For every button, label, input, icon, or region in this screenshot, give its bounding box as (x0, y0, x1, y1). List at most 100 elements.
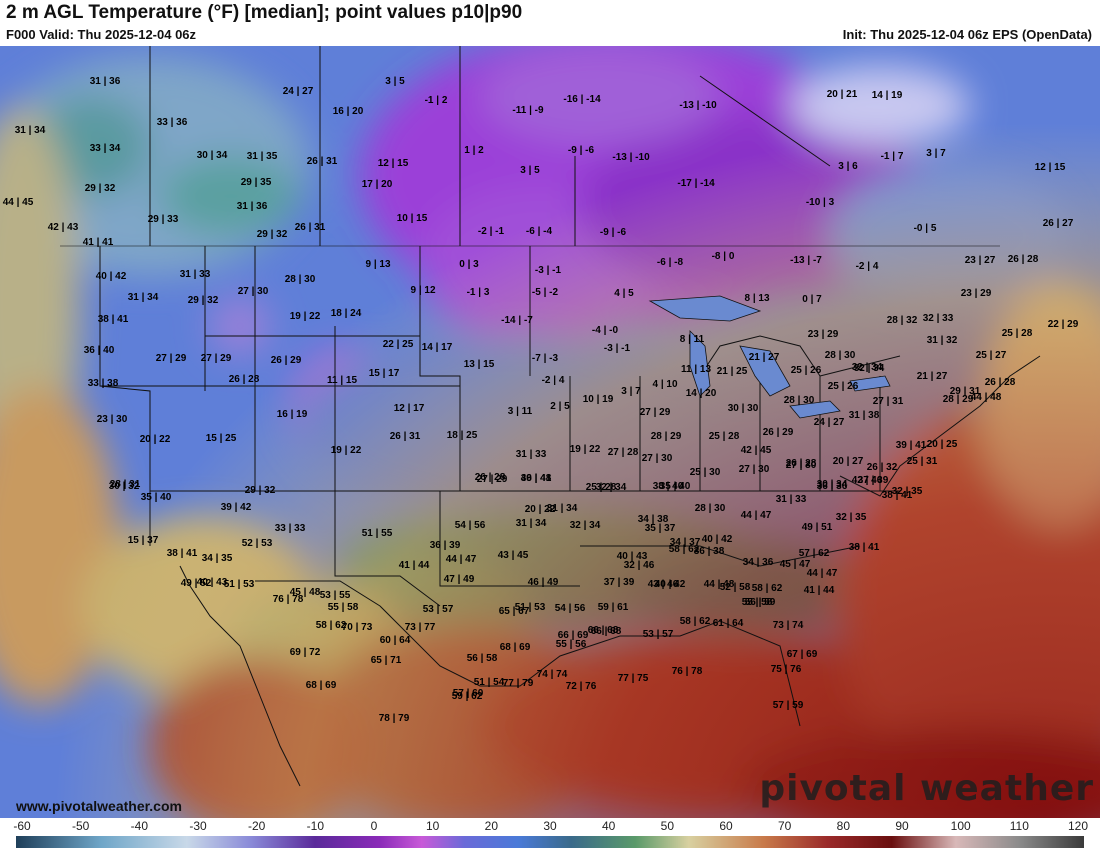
point-value-label: 19 | 22 (289, 311, 321, 322)
point-value-label: 29 | 35 (240, 177, 272, 188)
point-value-label: 29 | 33 (147, 214, 179, 225)
map-title: 2 m AGL Temperature (°F) [median]; point… (6, 2, 523, 23)
point-value-label: 45 | 48 (289, 587, 321, 598)
point-value-label: 15 | 17 (368, 368, 400, 379)
point-value-label: 40 | 42 (701, 534, 733, 545)
point-value-label: -6 | -4 (525, 226, 553, 237)
point-value-label: 31 | 36 (89, 76, 121, 87)
point-value-label: -1 | 3 (466, 287, 490, 298)
website-credit[interactable]: www.pivotalweather.com (16, 798, 182, 814)
point-value-label: 43 | 46 (647, 579, 679, 590)
point-value-label: 19 | 22 (330, 445, 362, 456)
point-value-label: 49 | 51 (801, 522, 833, 533)
point-value-label: 30 | 32 (108, 481, 140, 492)
point-value-label: 40 | 43 (196, 577, 228, 588)
point-value-label: -16 | -14 (563, 94, 601, 105)
point-value-label: 27 | 28 (607, 447, 639, 458)
point-value-label: 47 | 49 (443, 574, 475, 585)
colorbar-tick-label: 80 (836, 819, 851, 833)
point-value-label: 15 | 37 (127, 535, 159, 546)
point-value-label: 29 | 32 (187, 295, 219, 306)
point-value-label: 25 | 27 (975, 350, 1007, 361)
point-value-label: 18 | 25 (446, 430, 478, 441)
point-value-label: 25 | 30 (689, 467, 721, 478)
point-value-label: 76 | 78 (671, 666, 703, 677)
point-value-label: 4 | 5 (614, 288, 634, 299)
point-value-label: -5 | -2 (531, 287, 559, 298)
point-value-label: 26 | 28 (785, 458, 817, 469)
point-value-label: -11 | -9 (512, 105, 544, 116)
point-value-label: 31 | 34 (127, 292, 159, 303)
point-value-label: 10 | 19 (582, 394, 614, 405)
point-value-label: 41 | 44 (398, 560, 430, 571)
point-value-label: 59 | 61 (597, 602, 629, 613)
point-value-label: 46 | 48 (520, 473, 552, 484)
point-value-label: 45 | 47 (779, 559, 811, 570)
point-value-label: 40 | 43 (616, 551, 648, 562)
point-value-label: 29 | 32 (244, 485, 276, 496)
pivotal-weather-logo: pivotal weather (759, 768, 1094, 809)
point-value-label: 38 | 41 (848, 542, 880, 553)
point-value-label: 69 | 72 (289, 647, 321, 658)
point-value-label: 32 | 34 (569, 520, 601, 531)
point-value-label: 27 | 29 (200, 353, 232, 364)
point-value-label: 26 | 27 (1042, 218, 1074, 229)
point-value-label: 14 | 17 (421, 342, 453, 353)
colorbar-tick-label: 70 (777, 819, 792, 833)
point-value-label: 70 | 73 (341, 622, 373, 633)
point-value-label: 54 | 56 (454, 520, 486, 531)
point-value-label: 72 | 76 (565, 681, 597, 692)
point-value-label: 65 | 71 (370, 655, 402, 666)
colorbar-tick-label: 10 (425, 819, 440, 833)
point-value-label: 8 | 13 (744, 293, 770, 304)
point-value-label: -9 | -6 (599, 227, 627, 238)
point-value-label: 26 | 28 (228, 374, 260, 385)
point-value-label: 24 | 27 (282, 86, 314, 97)
point-value-label: 51 | 53 (223, 579, 255, 590)
point-value-label: 56 | 58 (466, 653, 498, 664)
point-value-label: 51 | 55 (361, 528, 393, 539)
point-value-label: 67 | 69 (786, 649, 818, 660)
point-value-label: 25 | 28 (1001, 328, 1033, 339)
point-value-label: 31 | 38 (848, 410, 880, 421)
temperature-map[interactable]: 31 | 36 24 | 27 3 | 5 33 | 36 31 | 34 33 | 34… (0, 46, 1100, 818)
point-value-label: 68 | 69 (305, 680, 337, 691)
point-value-label: -6 | -8 (656, 257, 684, 268)
point-value-label: 28 | 29 (650, 431, 682, 442)
point-value-label: 26 | 28 (984, 377, 1016, 388)
point-value-label: 3 | 7 (621, 386, 641, 397)
point-value-label: 27 | 31 (872, 396, 904, 407)
point-value-label: 20 | 25 (926, 439, 958, 450)
point-value-label: 41 | 44 (803, 585, 835, 596)
point-value-label: 30 | 30 (727, 403, 759, 414)
point-value-label: 27 | 29 (639, 407, 671, 418)
point-value-label: -13 | -10 (679, 100, 717, 111)
point-value-label: 30 | 34 (816, 479, 848, 490)
point-value-label: 10 | 15 (396, 213, 428, 224)
point-value-label: -13 | -7 (790, 255, 822, 266)
point-value-label: 3 | 5 (520, 165, 540, 176)
point-value-label: 34 | 38 (637, 514, 669, 525)
point-value-label: 27 | 29 (476, 474, 508, 485)
point-value-label: 35 | 40 (140, 492, 172, 503)
point-value-label: 20 | 27 (832, 456, 864, 467)
point-value-label: -10 | 3 (805, 197, 835, 208)
point-value-label: 18 | 24 (330, 308, 362, 319)
colorbar-tick-label: 110 (1009, 819, 1029, 833)
point-value-label: 15 | 25 (205, 433, 237, 444)
point-value-label: 16 | 19 (276, 409, 308, 420)
point-value-label: 58 | 62 (668, 544, 700, 555)
point-value-label: 21 | 27 (916, 371, 948, 382)
point-value-label: 54 | 56 (554, 603, 586, 614)
point-value-label: 27 | 30 (641, 453, 673, 464)
point-value-label: 33 | 36 (156, 117, 188, 128)
point-value-label: 68 | 69 (499, 642, 531, 653)
point-value-label: 27 | 30 (785, 460, 817, 471)
point-value-label: 56 | 59 (744, 597, 776, 608)
point-value-label: 28 | 30 (824, 350, 856, 361)
point-value-label: 28 | 30 (783, 395, 815, 406)
point-value-label: 13 | 15 (463, 359, 495, 370)
point-value-label: 77 | 75 (617, 673, 649, 684)
colorbar-tick-label: 0 (370, 819, 378, 833)
point-value-label: 34 | 35 (201, 553, 233, 564)
